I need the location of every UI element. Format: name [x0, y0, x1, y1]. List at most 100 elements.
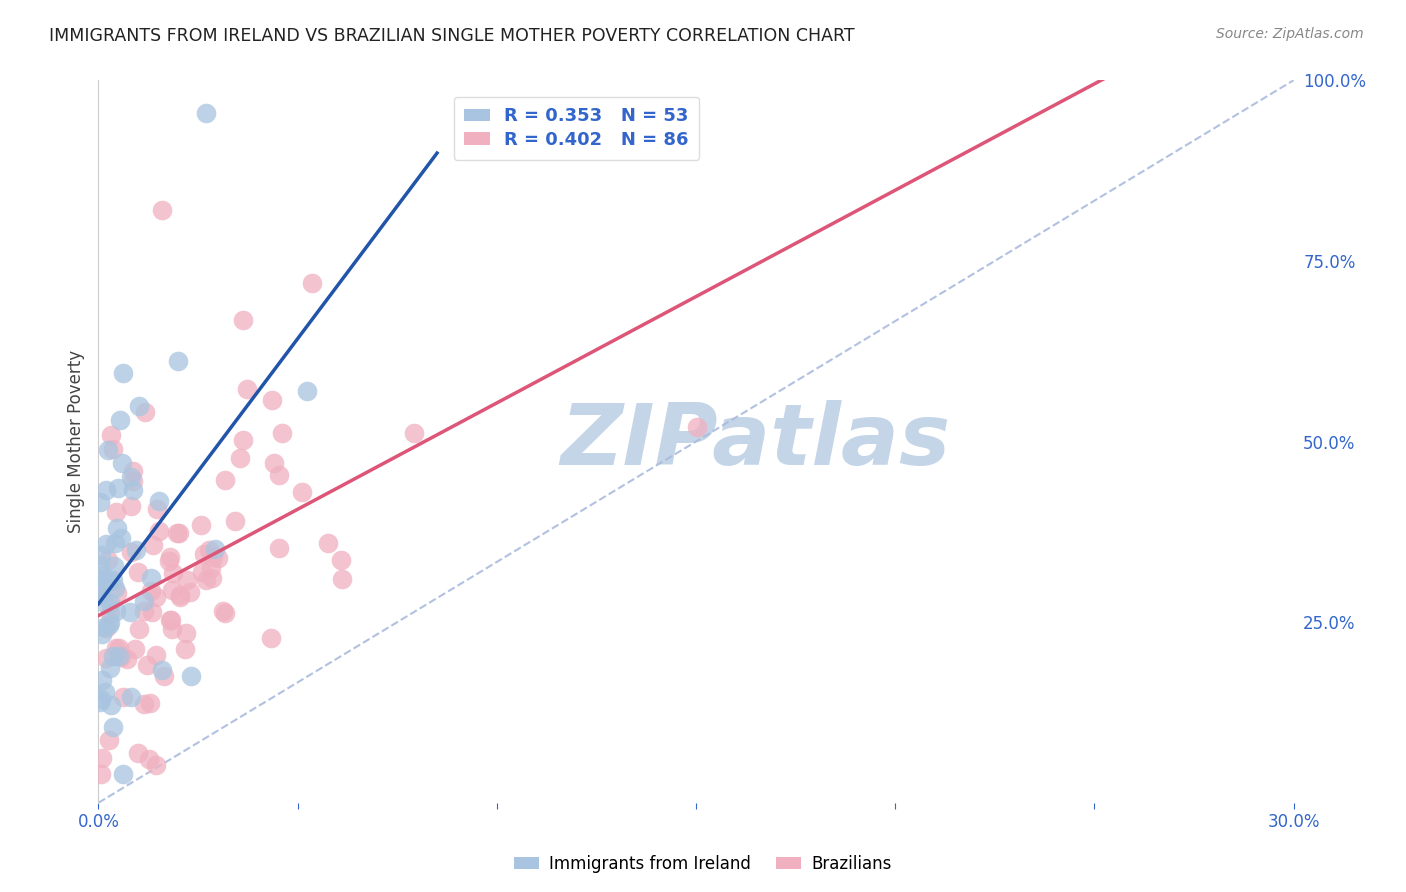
Point	[214, 473, 236, 487]
Point	[117, 652, 139, 666]
Point	[97, 575, 120, 590]
Point	[332, 572, 354, 586]
Point	[94, 537, 117, 551]
Point	[146, 501, 169, 516]
Point	[291, 485, 314, 500]
Point	[135, 657, 157, 672]
Point	[105, 505, 128, 519]
Point	[214, 606, 236, 620]
Point	[122, 483, 145, 498]
Point	[91, 627, 114, 641]
Point	[111, 456, 134, 470]
Point	[98, 615, 121, 629]
Point	[127, 566, 149, 580]
Point	[141, 584, 163, 599]
Point	[121, 464, 143, 478]
Point	[200, 561, 222, 575]
Point	[193, 547, 215, 561]
Point	[132, 698, 155, 712]
Point	[195, 105, 218, 120]
Point	[122, 474, 145, 488]
Point	[120, 499, 142, 513]
Point	[169, 588, 191, 602]
Point	[90, 588, 112, 602]
Point	[145, 648, 167, 662]
Y-axis label: Single Mother Poverty: Single Mother Poverty	[66, 350, 84, 533]
Point	[180, 668, 202, 682]
Point	[207, 550, 229, 565]
Point	[127, 747, 149, 761]
Point	[96, 621, 118, 635]
Point	[97, 618, 120, 632]
Point	[90, 767, 112, 781]
Point	[169, 590, 191, 604]
Point	[104, 604, 127, 618]
Point	[267, 541, 290, 556]
Point	[91, 673, 114, 687]
Point	[329, 553, 352, 567]
Point	[236, 382, 259, 396]
Point	[262, 392, 284, 407]
Point	[224, 514, 246, 528]
Point	[89, 558, 111, 573]
Point	[190, 518, 212, 533]
Point	[89, 572, 111, 586]
Point	[132, 604, 155, 618]
Point	[91, 595, 114, 609]
Point	[101, 573, 124, 587]
Point	[89, 695, 111, 709]
Point	[120, 545, 142, 559]
Point	[101, 442, 124, 456]
Point	[103, 720, 125, 734]
Point	[97, 442, 120, 457]
Point	[90, 692, 112, 706]
Point	[89, 495, 111, 509]
Point	[174, 626, 197, 640]
Point	[138, 752, 160, 766]
Point	[204, 542, 226, 557]
Point	[174, 642, 197, 657]
Point	[90, 548, 112, 562]
Point	[159, 614, 181, 628]
Point	[404, 426, 426, 441]
Text: ZIPatlas: ZIPatlas	[561, 400, 950, 483]
Point	[316, 536, 339, 550]
Point	[104, 581, 127, 595]
Point	[97, 732, 120, 747]
Point	[97, 553, 120, 567]
Point	[162, 566, 184, 580]
Point	[108, 640, 131, 655]
Point	[124, 641, 146, 656]
Point	[179, 584, 201, 599]
Point	[159, 613, 181, 627]
Point	[160, 622, 183, 636]
Point	[195, 574, 218, 588]
Point	[110, 531, 132, 545]
Point	[267, 468, 290, 483]
Point	[152, 663, 174, 677]
Point	[148, 524, 170, 539]
Point	[98, 606, 121, 620]
Point	[105, 586, 128, 600]
Point	[169, 525, 191, 540]
Point	[90, 750, 112, 764]
Point	[167, 354, 190, 368]
Point	[142, 538, 165, 552]
Point	[110, 413, 132, 427]
Point	[128, 399, 150, 413]
Point	[120, 470, 142, 484]
Legend: Immigrants from Ireland, Brazilians: Immigrants from Ireland, Brazilians	[508, 848, 898, 880]
Text: Source: ZipAtlas.com: Source: ZipAtlas.com	[1216, 27, 1364, 41]
Point	[139, 571, 162, 585]
Point	[96, 651, 118, 665]
Point	[232, 433, 254, 447]
Point	[105, 521, 128, 535]
Point	[100, 698, 122, 713]
Point	[686, 420, 709, 434]
Point	[89, 582, 111, 597]
Point	[260, 631, 283, 645]
Point	[134, 405, 156, 419]
Point	[295, 384, 318, 399]
Point	[98, 596, 121, 610]
Point	[176, 573, 198, 587]
